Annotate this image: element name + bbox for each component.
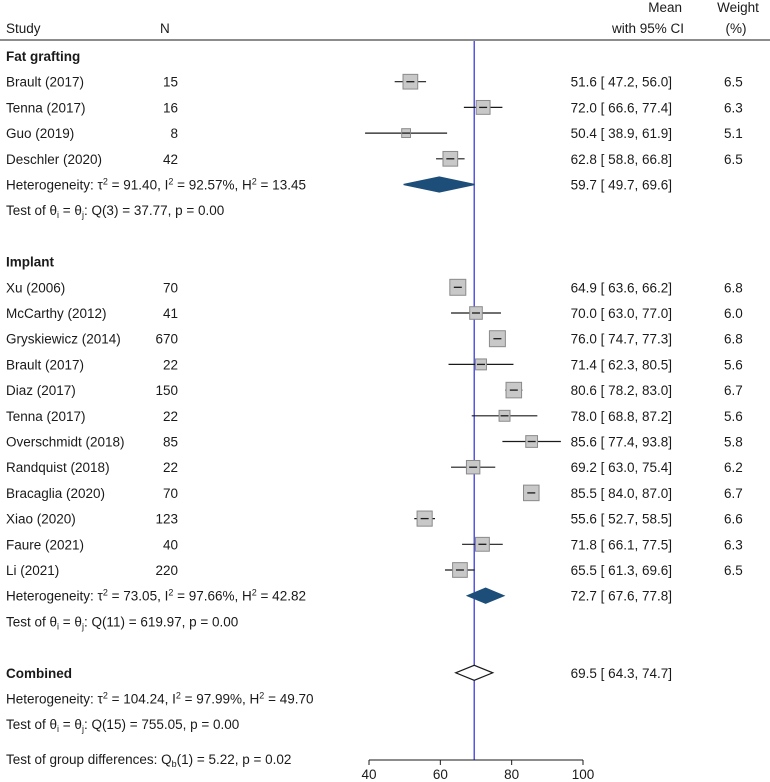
group-2-study-1-weight: 6.8	[724, 280, 743, 295]
x-tick-label-40: 40	[361, 767, 376, 782]
group-2-study-10-n: 123	[155, 512, 178, 527]
group-1-pooled-diamond	[403, 176, 475, 193]
group-2-study-12-n: 220	[155, 563, 178, 578]
header-mean-line2: with 95% CI	[611, 21, 684, 36]
header-weight-line2: (%)	[726, 21, 747, 36]
group-2-study-3-ci-text: 76.0 [ 74.7, 77.3]	[571, 332, 672, 347]
group-1-test: Test of θi = θj: Q(3) = 37.77, p = 0.00	[6, 203, 224, 220]
group-1-study-4-n: 42	[163, 152, 178, 167]
group-2-study-11-ci-text: 71.8 [ 66.1, 77.5]	[571, 537, 672, 552]
group-2-study-8-label: Randquist (2018)	[6, 460, 110, 475]
group-2-study-7-ci-text: 85.6 [ 77.4, 93.8]	[571, 435, 672, 450]
group-1-study-2-ci-text: 72.0 [ 66.6, 77.4]	[571, 100, 672, 115]
group-1-study-3-weight: 5.1	[724, 126, 743, 141]
group-1-study-2-n: 16	[163, 100, 178, 115]
combined-title: Combined	[6, 666, 72, 681]
group-2-study-5-n: 150	[155, 383, 178, 398]
group-2-study-3-label: Gryskiewicz (2014)	[6, 332, 121, 347]
x-axis: 40 60 80 100	[361, 759, 595, 782]
header-weight-line1: Weight	[717, 0, 759, 15]
group-2-pooled-diamond	[465, 587, 506, 604]
group-2-study-2-weight: 6.0	[724, 306, 743, 321]
group-2-study-12-ci-text: 65.5 [ 61.3, 69.6]	[571, 563, 672, 578]
group-2-heterogeneity: Heterogeneity: τ2 = 73.05, I2 = 97.66%, …	[6, 588, 306, 604]
group-2-study-11-label: Faure (2021)	[6, 537, 84, 552]
group-1-heterogeneity: Heterogeneity: τ2 = 91.40, I2 = 92.57%, …	[6, 177, 306, 193]
group-2-study-1-n: 70	[163, 280, 178, 295]
group-1-study-3-label: Guo (2019)	[6, 126, 74, 141]
group-2-study-2-label: McCarthy (2012)	[6, 306, 107, 321]
group-2-study-4-label: Brault (2017)	[6, 357, 84, 372]
group-1-study-4-label: Deschler (2020)	[6, 152, 102, 167]
header-mean-line1: Mean	[648, 0, 682, 15]
group-2-study-6-n: 22	[163, 409, 178, 424]
group-2-study-8-n: 22	[163, 460, 178, 475]
group-1-study-3-ci-text: 50.4 [ 38.9, 61.9]	[571, 126, 672, 141]
group-1-title: Fat grafting	[6, 49, 80, 64]
group-1-study-2-label: Tenna (2017)	[6, 100, 86, 115]
group-2-study-11-n: 40	[163, 537, 178, 552]
group-2-study-4-n: 22	[163, 357, 178, 372]
group-2-study-3-n: 670	[155, 332, 178, 347]
group-2-study-12-weight: 6.5	[724, 563, 743, 578]
group-2-study-6-label: Tenna (2017)	[6, 409, 86, 424]
group-1-study-1-weight: 6.5	[724, 75, 743, 90]
group-2-study-11-weight: 6.3	[724, 537, 743, 552]
group-2-study-5-ci-text: 80.6 [ 78.2, 83.0]	[571, 383, 672, 398]
combined-test: Test of θi = θj: Q(15) = 755.05, p = 0.0…	[6, 717, 239, 734]
group-1-study-4-ci-text: 62.8 [ 58.8, 66.8]	[571, 152, 672, 167]
combined-ci-text: 69.5 [ 64.3, 74.7]	[571, 666, 672, 681]
group-2-study-6-weight: 5.6	[724, 409, 743, 424]
group-2-title: Implant	[6, 255, 55, 270]
group-2-study-10-ci-text: 55.6 [ 52.7, 58.5]	[571, 512, 672, 527]
group-1-study-3-n: 8	[170, 126, 178, 141]
group-2-study-2-n: 41	[163, 306, 178, 321]
group-2-study-9-n: 70	[163, 486, 178, 501]
x-tick-label-80: 80	[504, 767, 519, 782]
group-2-study-2-ci-text: 70.0 [ 63.0, 77.0]	[571, 306, 672, 321]
group-2-study-7-n: 85	[163, 435, 178, 450]
group-2-study-10-weight: 6.6	[724, 512, 743, 527]
group-2-study-12-label: Li (2021)	[6, 563, 59, 578]
x-tick-label-100: 100	[572, 767, 595, 782]
group-2-study-5-label: Diaz (2017)	[6, 383, 76, 398]
group-2-study-9-label: Bracaglia (2020)	[6, 486, 105, 501]
group-2-study-4-weight: 5.6	[724, 357, 743, 372]
group-2-study-1-ci-text: 64.9 [ 63.6, 66.2]	[571, 280, 672, 295]
group-2-study-7-label: Overschmidt (2018)	[6, 435, 125, 450]
group-2-study-4-ci-text: 71.4 [ 62.3, 80.5]	[571, 357, 672, 372]
group-2-study-10-label: Xiao (2020)	[6, 512, 76, 527]
group-differences-test: Test of group differences: Qb(1) = 5.22,…	[6, 752, 291, 769]
group-2-study-6-ci-text: 78.0 [ 68.8, 87.2]	[571, 409, 672, 424]
combined-heterogeneity: Heterogeneity: τ2 = 104.24, I2 = 97.99%,…	[6, 691, 313, 707]
group-1-study-2-weight: 6.3	[724, 100, 743, 115]
group-2-test: Test of θi = θj: Q(11) = 619.97, p = 0.0…	[6, 614, 238, 631]
group-2-study-9-ci-text: 85.5 [ 84.0, 87.0]	[571, 486, 672, 501]
group-1-study-1-n: 15	[163, 75, 178, 90]
header-study: Study	[6, 21, 41, 36]
group-1-study-1-label: Brault (2017)	[6, 75, 84, 90]
group-2-study-1-label: Xu (2006)	[6, 280, 65, 295]
header-n: N	[160, 21, 170, 36]
rows-layer: Fat grafting Brault (2017) 15 51.6 [ 47.2, …	[6, 49, 743, 769]
group-2-study-8-weight: 6.2	[724, 460, 743, 475]
group-2-study-3-weight: 6.8	[724, 332, 743, 347]
combined-diamond	[454, 664, 495, 681]
x-tick-label-60: 60	[433, 767, 448, 782]
group-1-study-1-ci-text: 51.6 [ 47.2, 56.0]	[571, 75, 672, 90]
group-1-pooled-ci-text: 59.7 [ 49.7, 69.6]	[571, 178, 672, 193]
group-2-study-8-ci-text: 69.2 [ 63.0, 75.4]	[571, 460, 672, 475]
group-2-study-5-weight: 6.7	[724, 383, 743, 398]
group-1-study-4-weight: 6.5	[724, 152, 743, 167]
group-2-study-9-weight: 6.7	[724, 486, 743, 501]
group-2-pooled-ci-text: 72.7 [ 67.6, 77.8]	[571, 589, 672, 604]
group-2-study-7-weight: 5.8	[724, 435, 743, 450]
